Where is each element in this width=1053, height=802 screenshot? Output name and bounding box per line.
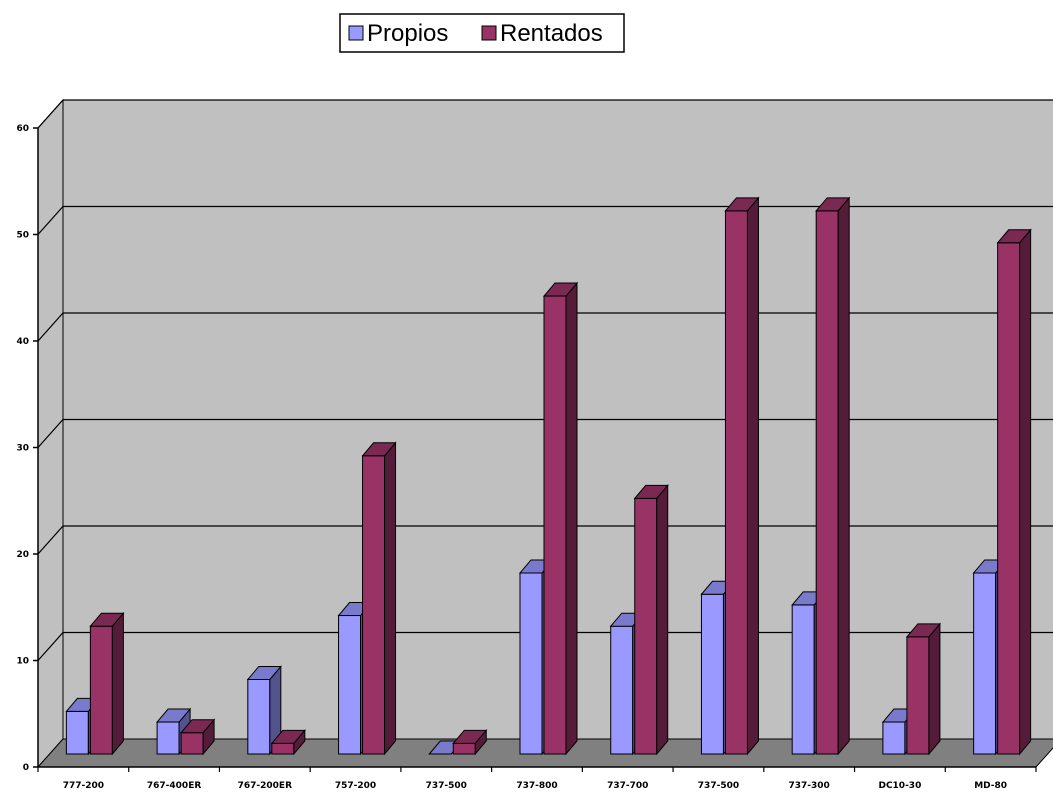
bar-rentados-top [633,484,669,499]
x-tick-label: 737-700 [607,781,648,791]
x-tick-label: 737-500 [426,781,467,791]
x-tick-label: 767-400ER [147,781,201,791]
bar-propios-front [610,625,634,755]
x-tick-label: 757-200 [335,781,376,791]
bar-rentados-side [384,441,397,756]
bar-rentados-top [815,197,851,212]
legend-swatch-propios [348,25,364,41]
bar-propios-front [156,721,180,755]
bar-rentados-front [180,732,204,755]
bar-rentados-front [89,625,113,755]
bar-rentados-top [89,612,125,627]
bar-rentados-top [270,729,306,744]
y-tick-label: 50 [16,231,29,241]
bar-rentados-front [271,742,295,755]
bar-rentados-front [362,455,386,755]
bar-rentados-front [634,497,658,755]
bar-rentados-top [452,729,488,744]
legend-label-propios: Propios [367,20,448,47]
bar-rentados-side [565,281,578,756]
bar-propios-top [156,708,192,723]
bar-rentados-front [452,742,476,755]
bar-rentados-top [724,197,760,212]
bar-rentados-side [111,611,124,756]
bar-rentados-side [837,196,850,756]
legend-swatch-rentados [481,25,497,41]
bar-propios-front [973,572,997,755]
bar-propios-front [791,604,815,755]
y-tick-label: 10 [16,657,29,667]
bar-propios-front [247,678,271,755]
bar-rentados-side [1019,228,1032,756]
bar-rentados-top [542,282,579,297]
bar-rentados-side [928,622,941,756]
legend: Propios Rentados [339,13,625,53]
bar-propios-front [338,615,362,755]
bar-propios-front [700,593,724,755]
bar-rentados-front [997,242,1021,755]
x-tick-label: DC10-30 [878,781,921,791]
bar-rentados-top [361,442,397,457]
y-tick-label: 60 [16,124,29,134]
y-tick-label: 40 [16,337,29,347]
y-tick-label: 20 [16,550,29,560]
x-tick-label: 777-200 [63,781,104,791]
bar-propios-front [882,721,906,755]
bar-rentados-front [815,210,839,755]
bar-propios-top [246,665,282,680]
bar-rentados-front [724,210,748,755]
bar-rentados-side [746,196,759,756]
bar-propios-front [65,710,89,755]
gridline [37,99,1053,129]
y-tick-label: 30 [16,444,29,454]
x-tick-label: 737-300 [789,781,830,791]
bar-rentados-top [996,229,1032,244]
bar-rentados-top [180,719,216,734]
bar-rentados-front [543,295,567,755]
x-tick-label: 737-500 [698,781,739,791]
bar-rentados-front [906,636,930,755]
bar-rentados-top [905,623,941,638]
x-tick-label: 767-200ER [238,781,292,791]
gridline [37,205,1053,235]
bar-propios-front [519,572,543,755]
bar-rentados-side [656,484,669,756]
x-tick-label: 737-800 [516,781,557,791]
y-tick-label: 0 [23,763,29,773]
legend-label-rentados: Rentados [500,20,603,47]
x-tick-label: MD-80 [974,781,1007,791]
